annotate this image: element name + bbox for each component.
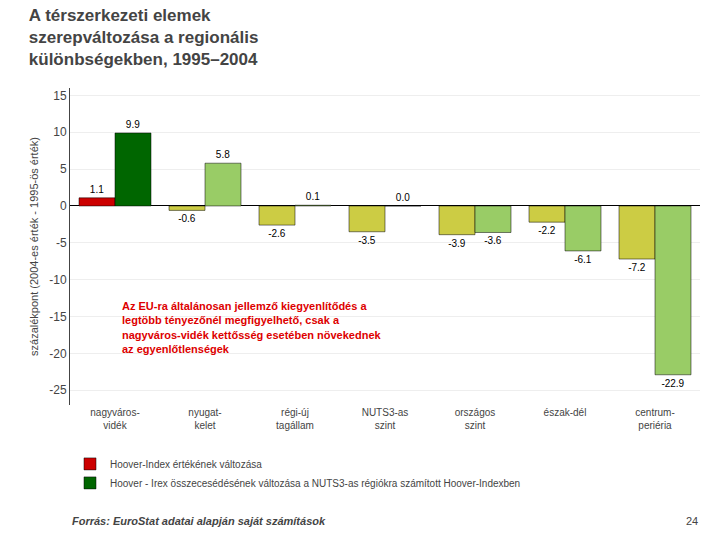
svg-text:5.8: 5.8	[216, 149, 230, 160]
svg-text:24: 24	[686, 515, 698, 527]
svg-text:-5: -5	[56, 236, 67, 250]
svg-text:9.9: 9.9	[126, 119, 140, 130]
svg-text:-15: -15	[49, 310, 67, 324]
svg-text:észak-dél: észak-dél	[544, 407, 587, 418]
svg-text:5: 5	[60, 162, 67, 176]
svg-text:NUTS3-asszint: NUTS3-asszint	[362, 407, 409, 431]
svg-text:-25: -25	[49, 383, 67, 397]
svg-text:0.1: 0.1	[306, 191, 320, 202]
svg-text:Az EU-ra általánosan jellemző: Az EU-ra általánosan jellemző kiegyenlít…	[122, 300, 381, 355]
svg-text:-2.2: -2.2	[538, 225, 556, 236]
svg-text:Hoover - Irex összecesédésének: Hoover - Irex összecesédésének változása…	[110, 478, 520, 489]
svg-text:-3.9: -3.9	[448, 238, 466, 249]
svg-text:-20: -20	[49, 347, 67, 361]
svg-text:régi-újtagállam: régi-újtagállam	[276, 407, 314, 431]
svg-text:1.1: 1.1	[90, 184, 104, 195]
svg-text:-3.6: -3.6	[484, 235, 502, 246]
svg-text:A térszerkezeti elemekszerepvá: A térszerkezeti elemekszerepváltozása a …	[29, 6, 259, 69]
svg-text:-2.6: -2.6	[268, 228, 286, 239]
svg-text:-6.1: -6.1	[574, 254, 592, 265]
svg-text:nagyváros-vidék: nagyváros-vidék	[90, 407, 139, 431]
svg-text:nyugat-kelet: nyugat-kelet	[188, 407, 221, 431]
svg-text:százalékpont (2004-es érték -: százalékpont (2004-es érték - 1995-ös ér…	[28, 137, 40, 356]
svg-text:0: 0	[60, 199, 67, 213]
svg-text:országosszint: országosszint	[455, 407, 496, 431]
svg-text:Forrás: EuroStat adatai alapjá: Forrás: EuroStat adatai alapján saját sz…	[72, 515, 326, 527]
svg-text:15: 15	[53, 89, 67, 103]
svg-text:-22.9: -22.9	[661, 378, 684, 389]
svg-text:Hoover-Index értékének változá: Hoover-Index értékének változása	[110, 459, 262, 470]
svg-text:-10: -10	[49, 273, 67, 287]
svg-text:-3.5: -3.5	[358, 235, 376, 246]
svg-text:centrum-periéria: centrum-periéria	[635, 407, 674, 431]
svg-text:10: 10	[53, 125, 67, 139]
svg-text:0.0: 0.0	[396, 192, 410, 203]
svg-text:-7.2: -7.2	[628, 262, 646, 273]
svg-text:-0.6: -0.6	[178, 213, 196, 224]
